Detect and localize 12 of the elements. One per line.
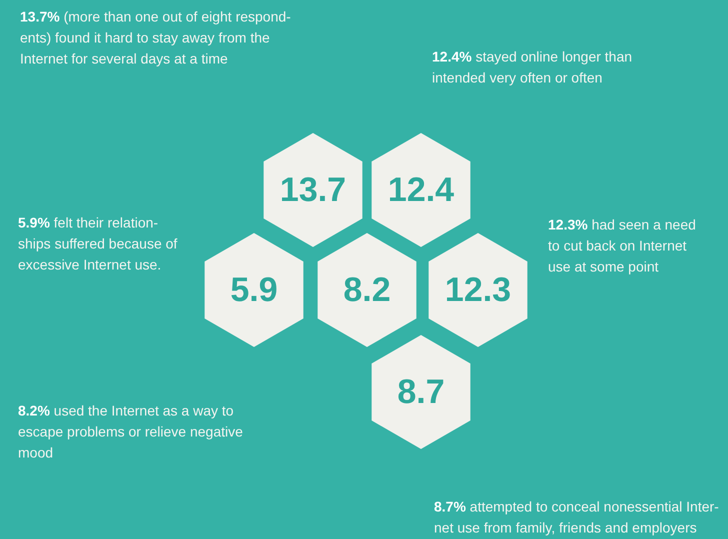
data-label: 5.9 — [230, 271, 278, 309]
category-label: 8.2% used the Internet as a way to escape problems or relieve negative mood — [18, 402, 244, 460]
data-label: 12.3 — [444, 271, 512, 309]
category-label: 12.3% had seen a need to cut back on Internet use at some point — [548, 216, 696, 274]
data-label: 13.7 — [280, 171, 346, 209]
data-label: 8.2 — [343, 271, 391, 309]
category-label: 13.7% (more than one out of eight respond- ents) found it hard to stay away from the Internet for several days at a time — [20, 8, 292, 66]
data-label: 12.4 — [388, 171, 454, 209]
category-label: 5.9% felt their relation- ships suffered because of excessive Internet use. — [18, 214, 178, 272]
category-label: 12.4% stayed online longer than intended very often or often — [432, 48, 632, 86]
category-label: 8.7% attempted to conceal nonessential Inter- net use from family, friends and employers — [434, 498, 720, 536]
data-label: 8.7 — [397, 373, 445, 411]
